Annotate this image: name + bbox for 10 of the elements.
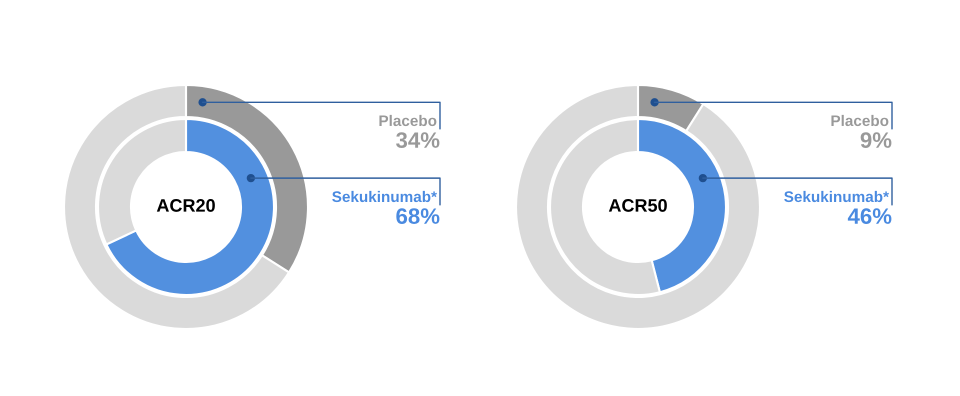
slice-label: Sekukinumab* xyxy=(332,190,437,202)
data-label: 68% xyxy=(396,208,440,224)
text: ACR20 xyxy=(156,199,215,212)
slice-label: Placebo xyxy=(379,114,436,126)
text: ACR50 xyxy=(608,199,667,212)
slice-label: Sekukinumab* xyxy=(784,190,889,202)
data-label: 46% xyxy=(848,208,892,224)
data-label: 9% xyxy=(860,132,892,148)
slice-label: Placebo xyxy=(831,114,888,126)
data-label: 34% xyxy=(396,132,440,148)
